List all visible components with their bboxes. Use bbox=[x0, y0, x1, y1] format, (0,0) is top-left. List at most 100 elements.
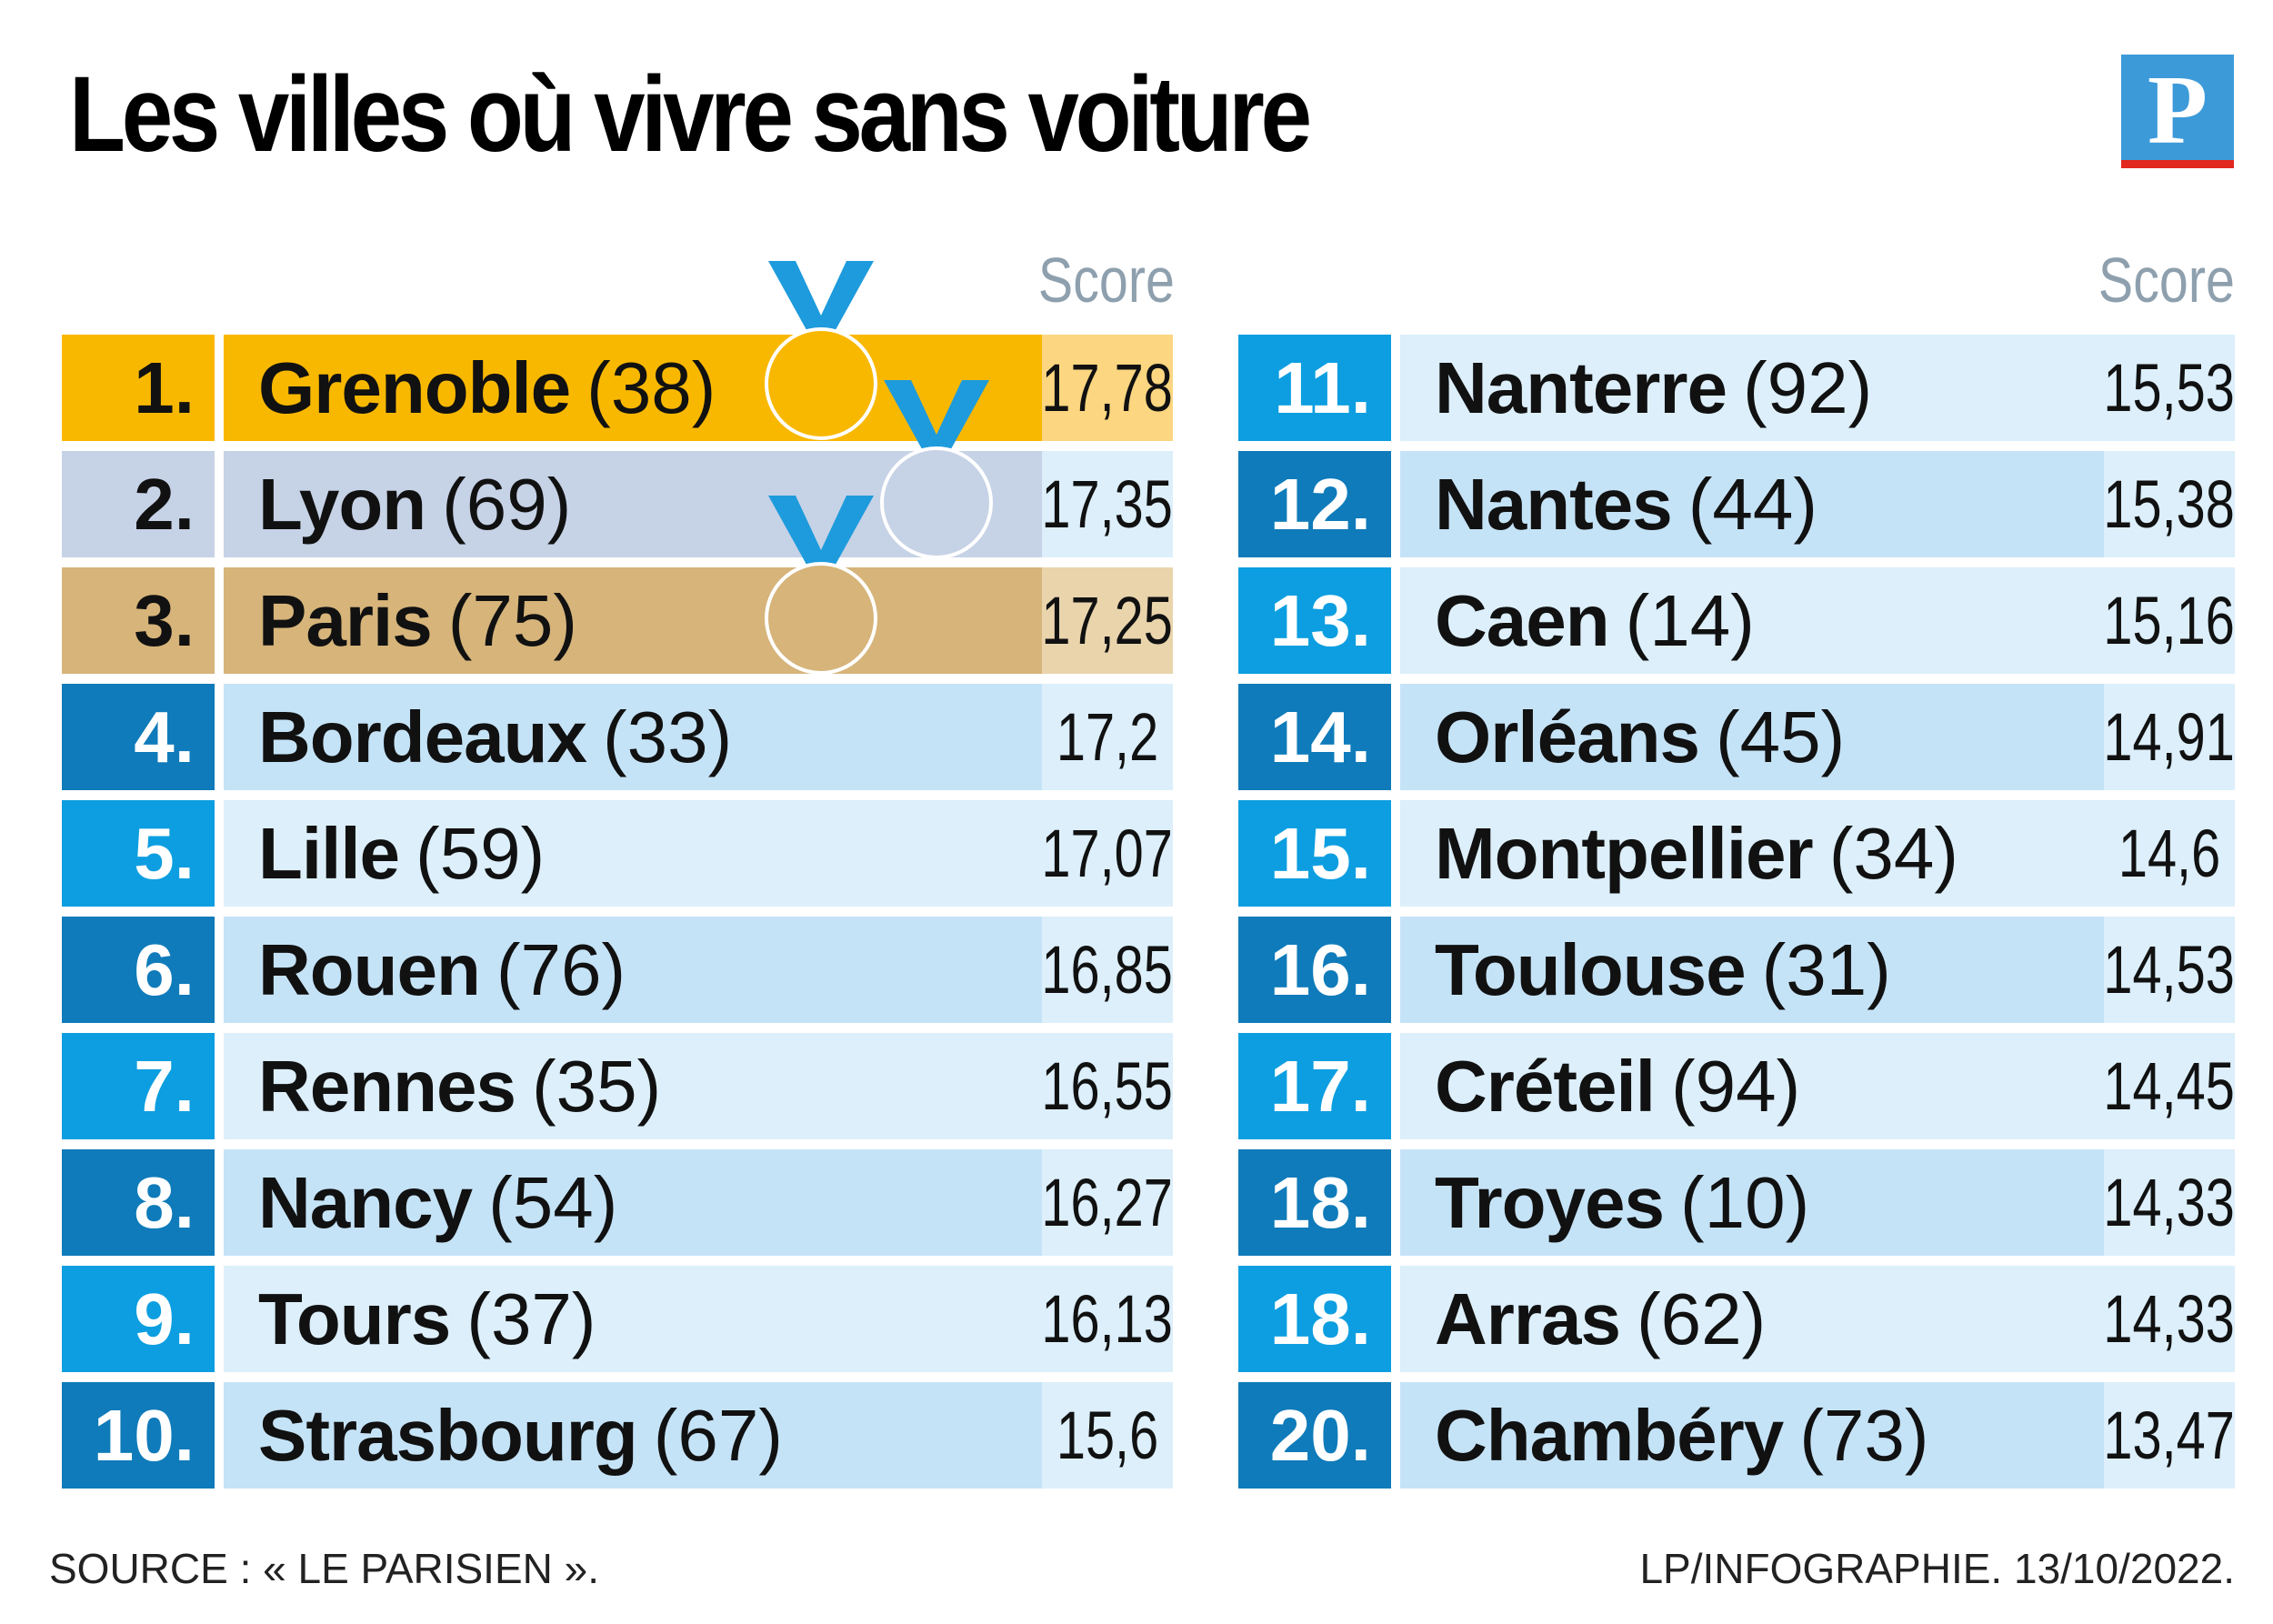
department-code: (76) bbox=[496, 928, 626, 1010]
department-code: (69) bbox=[442, 463, 572, 545]
page-title: Les villes où vivre sans voiture bbox=[69, 55, 1312, 175]
city-cell: Montpellier (34) bbox=[1400, 800, 2104, 907]
score-value: 16,85 bbox=[1041, 932, 1174, 1007]
logo-underline bbox=[2121, 160, 2234, 168]
medal-ribbon bbox=[768, 261, 874, 336]
rank-cell: 4. bbox=[62, 684, 215, 790]
rank-cell: 14. bbox=[1238, 684, 1391, 790]
city-name: Strasbourg bbox=[258, 1394, 638, 1476]
department-code: (37) bbox=[466, 1278, 596, 1359]
score-header-left: Score bbox=[1038, 245, 1175, 316]
score-cell: 17,07 bbox=[1042, 800, 1173, 907]
city-cell: Grenoble (38) bbox=[224, 335, 1042, 441]
score-value: 17,25 bbox=[1041, 583, 1174, 658]
score-cell: 17,2 bbox=[1042, 684, 1173, 790]
table-row: 8. Nancy (54) 16,27 bbox=[62, 1149, 1173, 1256]
department-code: (44) bbox=[1687, 463, 1818, 545]
rank-cell: 13. bbox=[1238, 567, 1391, 674]
department-code: (73) bbox=[1799, 1394, 1929, 1476]
score-value: 17,07 bbox=[1041, 816, 1174, 891]
table-row: 3. Paris (75) 17,25 bbox=[62, 567, 1173, 674]
city-name: Rennes bbox=[258, 1045, 516, 1127]
score-value: 14,53 bbox=[2103, 932, 2236, 1007]
table-row: 17. Créteil (94) 14,45 bbox=[1238, 1033, 2235, 1139]
score-cell: 17,78 bbox=[1042, 335, 1173, 441]
table-row: 13. Caen (14) 15,16 bbox=[1238, 567, 2235, 674]
score-cell: 14,45 bbox=[2104, 1033, 2235, 1139]
score-cell: 16,55 bbox=[1042, 1033, 1173, 1139]
score-cell: 14,6 bbox=[2104, 800, 2235, 907]
score-value: 16,27 bbox=[1041, 1165, 1174, 1240]
city-name: Grenoble bbox=[258, 346, 571, 428]
department-code: (34) bbox=[1828, 812, 1958, 894]
city-cell: Arras (62) bbox=[1400, 1266, 2104, 1372]
city-cell: Nanterre (92) bbox=[1400, 335, 2104, 441]
city-cell: Lille (59) bbox=[224, 800, 1042, 907]
city-cell: Créteil (94) bbox=[1400, 1033, 2104, 1139]
city-name: Chambéry bbox=[1435, 1394, 1784, 1476]
city-cell: Nantes (44) bbox=[1400, 451, 2104, 557]
city-name: Montpellier bbox=[1435, 812, 1814, 894]
table-row: 20. Chambéry (73) 13,47 bbox=[1238, 1382, 2235, 1489]
score-cell: 17,35 bbox=[1042, 451, 1173, 557]
rank-cell: 12. bbox=[1238, 451, 1391, 557]
city-cell: Lyon (69) bbox=[224, 451, 1042, 557]
score-cell: 14,91 bbox=[2104, 684, 2235, 790]
department-code: (54) bbox=[488, 1161, 618, 1243]
department-code: (33) bbox=[602, 696, 733, 777]
rank-cell: 1. bbox=[62, 335, 215, 441]
city-cell: Paris (75) bbox=[224, 567, 1042, 674]
rank-cell: 7. bbox=[62, 1033, 215, 1139]
city-cell: Chambéry (73) bbox=[1400, 1382, 2104, 1489]
city-cell: Rennes (35) bbox=[224, 1033, 1042, 1139]
rank-cell: 17. bbox=[1238, 1033, 1391, 1139]
score-cell: 16,27 bbox=[1042, 1149, 1173, 1256]
table-row: 6. Rouen (76) 16,85 bbox=[62, 917, 1173, 1023]
table-row: 16. Toulouse (31) 14,53 bbox=[1238, 917, 2235, 1023]
table-row: 5. Lille (59) 17,07 bbox=[62, 800, 1173, 907]
department-code: (94) bbox=[1670, 1045, 1801, 1127]
rank-cell: 18. bbox=[1238, 1149, 1391, 1256]
city-name: Bordeaux bbox=[258, 696, 587, 777]
rank-cell: 15. bbox=[1238, 800, 1391, 907]
department-code: (59) bbox=[416, 812, 546, 894]
score-cell: 15,6 bbox=[1042, 1382, 1173, 1489]
rank-cell: 9. bbox=[62, 1266, 215, 1372]
le-parisien-logo: P bbox=[2121, 55, 2234, 167]
table-row: 10. Strasbourg (67) 15,6 bbox=[62, 1382, 1173, 1489]
city-name: Tours bbox=[258, 1278, 451, 1359]
score-value: 17,78 bbox=[1041, 350, 1174, 426]
logo-letter: P bbox=[2148, 56, 2208, 165]
city-name: Lyon bbox=[258, 463, 426, 545]
city-name: Toulouse bbox=[1435, 928, 1747, 1010]
table-row: 12. Nantes (44) 15,38 bbox=[1238, 451, 2235, 557]
score-value: 16,55 bbox=[1041, 1048, 1174, 1124]
city-name: Orléans bbox=[1435, 696, 1700, 777]
rank-cell: 8. bbox=[62, 1149, 215, 1256]
city-cell: Bordeaux (33) bbox=[224, 684, 1042, 790]
score-value: 15,16 bbox=[2103, 583, 2236, 658]
table-row: 14. Orléans (45) 14,91 bbox=[1238, 684, 2235, 790]
score-cell: 14,33 bbox=[2104, 1266, 2235, 1372]
department-code: (67) bbox=[653, 1394, 783, 1476]
score-value: 14,45 bbox=[2103, 1048, 2236, 1124]
score-value: 14,33 bbox=[2103, 1281, 2236, 1357]
rank-cell: 20. bbox=[1238, 1382, 1391, 1489]
table-row: 2. Lyon (69) 17,35 bbox=[62, 451, 1173, 557]
city-cell: Rouen (76) bbox=[224, 917, 1042, 1023]
rank-cell: 2. bbox=[62, 451, 215, 557]
score-value: 14,91 bbox=[2103, 699, 2236, 775]
city-cell: Tours (37) bbox=[224, 1266, 1042, 1372]
score-value: 15,6 bbox=[1056, 1398, 1159, 1473]
city-cell: Nancy (54) bbox=[224, 1149, 1042, 1256]
score-cell: 14,33 bbox=[2104, 1149, 2235, 1256]
department-code: (14) bbox=[1625, 579, 1755, 661]
rank-cell: 5. bbox=[62, 800, 215, 907]
score-value: 15,53 bbox=[2103, 350, 2236, 426]
department-code: (45) bbox=[1715, 696, 1846, 777]
city-name: Nancy bbox=[258, 1161, 473, 1243]
department-code: (62) bbox=[1637, 1278, 1767, 1359]
score-cell: 14,53 bbox=[2104, 917, 2235, 1023]
rank-cell: 18. bbox=[1238, 1266, 1391, 1372]
rank-cell: 11. bbox=[1238, 335, 1391, 441]
